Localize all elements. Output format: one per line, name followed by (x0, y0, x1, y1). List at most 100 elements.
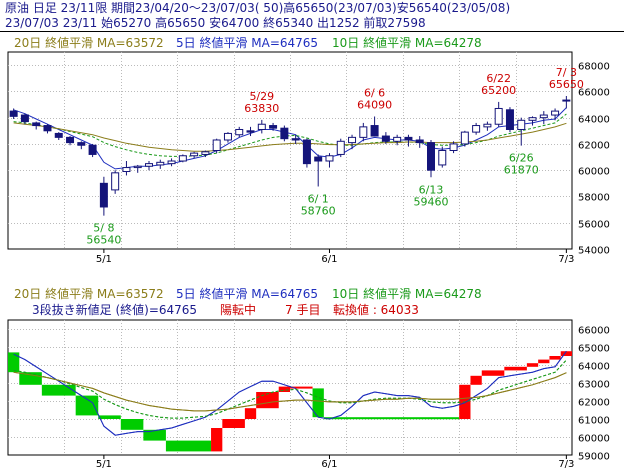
annotation-value: 56540 (86, 234, 121, 247)
annotation-date: 6/26 (509, 152, 534, 165)
three-line-break-value: 3段抜き新値足 (終値)=64765 (32, 303, 198, 317)
candle-body-up (336, 140, 345, 155)
lower-y-tick-label: 59000 (578, 452, 610, 463)
upper-y-tick-label: 68000 (578, 62, 610, 73)
header-line-2: 23/07/03 23/11 始65270 高65650 安64700 終653… (5, 16, 426, 30)
lower-ma20-line-overlay (13, 371, 567, 412)
annotation-value: 65200 (481, 84, 516, 97)
upper-ma20-line (13, 122, 567, 152)
down-block (75, 395, 99, 416)
candle-body-down (99, 182, 108, 208)
lower-y-tick-label: 62000 (578, 398, 610, 409)
lower-y-tick-label: 63000 (578, 380, 610, 391)
candle-body-down (291, 138, 300, 141)
candle-body-down (43, 125, 52, 132)
legend-ma20: 20日 終値平滑 MA=63572 (14, 36, 164, 50)
annotation-value: 59460 (414, 195, 449, 208)
lower-ma10-line-overlay (13, 359, 567, 419)
candle-body-down (77, 142, 86, 146)
upper-x-tick-label: 6/1 (321, 254, 337, 265)
upper-x-tick-label: 7/3 (558, 254, 574, 265)
candle-body-up (190, 152, 199, 157)
up-block (549, 356, 561, 360)
candle-body-down (381, 135, 390, 142)
candle-body-up (528, 117, 537, 121)
candle-body-up (257, 123, 266, 130)
candle-body-down (32, 122, 41, 127)
down-block (8, 352, 20, 373)
lower-x-tick-label: 6/1 (321, 459, 337, 470)
reversal-state: 陽転中 (220, 303, 257, 317)
annotation-date: 5/29 (249, 90, 274, 103)
annotation-value: 58760 (301, 204, 336, 217)
candle-body-up (348, 136, 357, 144)
candle-body-up (562, 99, 571, 102)
candle-body-down (505, 109, 514, 130)
candle-body-down (54, 132, 63, 138)
annotation-value: 61870 (504, 164, 539, 177)
candle-body-down (280, 127, 289, 140)
candle-body-up (393, 136, 402, 142)
candle-body-up (178, 155, 187, 162)
candle-body-up (483, 123, 492, 128)
down-block (120, 419, 144, 430)
count-label: 7 手目 (285, 303, 321, 317)
candle-body-down (269, 125, 278, 129)
candle-body-up (539, 114, 548, 119)
annotation-date: 6/22 (486, 72, 511, 85)
upper-ma5-line (13, 107, 567, 170)
candle-body-down (314, 156, 323, 162)
candle-body-down (415, 139, 424, 144)
up-block (211, 428, 223, 452)
down-block (165, 440, 212, 452)
lower-y-tick-label: 66000 (578, 326, 610, 337)
candle-body-up (133, 165, 142, 169)
lower-y-tick-label: 60000 (578, 434, 610, 445)
candle-body-up (551, 110, 560, 116)
up-block (244, 408, 257, 419)
candle-body-down (370, 125, 379, 137)
annotation-value: 65650 (549, 78, 584, 91)
down-block (312, 388, 324, 418)
candle-body-up (359, 126, 368, 138)
upper-x-tick-label: 5/1 (96, 254, 112, 265)
candle-body-down (66, 136, 75, 144)
legend-ma10: 10日 終値平滑 MA=64278 (332, 36, 482, 50)
lower-ma5-line-overlay (13, 350, 567, 436)
candle-body-up (325, 155, 334, 162)
lower-y-tick-label: 65000 (578, 344, 610, 355)
candle-body-up (235, 128, 244, 136)
candle-body-down (246, 130, 255, 133)
lower-y-tick-label: 64000 (578, 362, 610, 373)
lower-x-tick-label: 5/1 (96, 459, 112, 470)
up-block (481, 370, 505, 376)
upper-y-tick-label: 60000 (578, 167, 610, 178)
legend-ma5: 5日 終値平滑 MA=64765 (176, 36, 319, 50)
candle-body-up (201, 151, 210, 155)
candle-body-up (223, 132, 232, 141)
upper-y-tick-label: 54000 (578, 246, 610, 257)
reversal-value: 転換値 : 64033 (333, 303, 419, 317)
upper-plot-frame (7, 51, 573, 250)
header: 原油 日足 23/11限 期間23/04/20～23/07/03( 50)高65… (0, 0, 624, 31)
down-block (323, 417, 460, 420)
upper-y-tick-label: 64000 (578, 115, 610, 126)
up-block (256, 392, 279, 409)
candle-body-up (167, 160, 176, 165)
up-block (278, 386, 290, 392)
upper-y-tick-label: 66000 (578, 88, 610, 99)
candle-body-up (449, 143, 458, 152)
candle-body-down (302, 139, 311, 165)
legend-ma20-lower: 20日 終値平滑 MA=63572 (14, 287, 164, 301)
candle-body-down (20, 114, 29, 123)
annotation-date: 6/13 (419, 183, 444, 196)
up-block (560, 351, 572, 356)
up-block (538, 359, 550, 364)
up-block (504, 366, 527, 371)
candle-body-up (122, 167, 131, 173)
annotation-value: 63830 (244, 102, 279, 115)
annotation-date: 6/ 6 (364, 86, 385, 99)
header-line-1: 原油 日足 23/11限 期間23/04/20～23/07/03( 50)高65… (5, 1, 511, 15)
candle-body-up (212, 139, 221, 151)
